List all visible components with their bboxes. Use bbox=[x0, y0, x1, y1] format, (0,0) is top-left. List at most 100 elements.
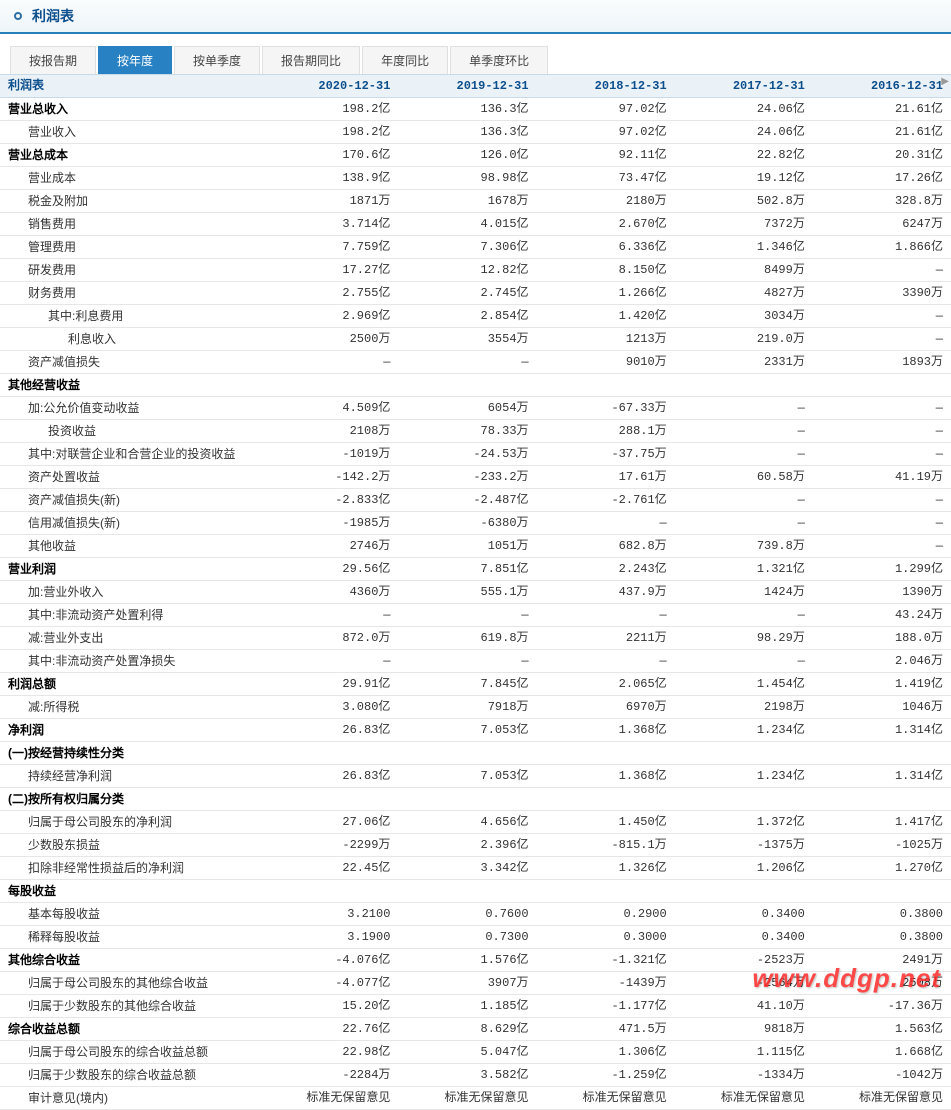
cell-value: -1.321亿 bbox=[537, 949, 675, 972]
tab-2[interactable]: 按单季度 bbox=[174, 46, 260, 74]
cell-value: 2.969亿 bbox=[260, 305, 398, 328]
table-row: 税金及附加1871万1678万2180万502.8万328.8万 bbox=[0, 190, 951, 213]
cell-value: 1893万 bbox=[813, 351, 951, 374]
row-label: 扣除非经常性损益后的净利润 bbox=[0, 857, 260, 880]
table-row: 营业总成本170.6亿126.0亿92.11亿22.82亿20.31亿 bbox=[0, 144, 951, 167]
cell-value: -1042万 bbox=[813, 1064, 951, 1087]
cell-value: 1.206亿 bbox=[675, 857, 813, 880]
cell-value: 1678万 bbox=[398, 190, 536, 213]
tab-1[interactable]: 按年度 bbox=[98, 46, 172, 74]
row-label: 加:公允价值变动收益 bbox=[0, 397, 260, 420]
cell-value: -1.177亿 bbox=[537, 995, 675, 1018]
cell-value: 7.759亿 bbox=[260, 236, 398, 259]
cell-value: 1424万 bbox=[675, 581, 813, 604]
cell-value: 126.0亿 bbox=[398, 144, 536, 167]
cell-value: 1.326亿 bbox=[537, 857, 675, 880]
cell-value: 288.1万 bbox=[537, 420, 675, 443]
cell-value: 1.115亿 bbox=[675, 1041, 813, 1064]
row-label: (二)按所有权归属分类 bbox=[0, 788, 260, 811]
row-label: 归属于少数股东的综合收益总额 bbox=[0, 1064, 260, 1087]
cell-value bbox=[675, 374, 813, 397]
cell-value: 7.851亿 bbox=[398, 558, 536, 581]
cell-value: 2.755亿 bbox=[260, 282, 398, 305]
row-label: 归属于母公司股东的其他综合收益 bbox=[0, 972, 260, 995]
cell-value: 22.45亿 bbox=[260, 857, 398, 880]
row-label: 营业利润 bbox=[0, 558, 260, 581]
table-row: 资产处置收益-142.2万-233.2万17.61万60.58万41.19万 bbox=[0, 466, 951, 489]
row-label: 其中:非流动资产处置净损失 bbox=[0, 650, 260, 673]
tab-4[interactable]: 年度同比 bbox=[362, 46, 448, 74]
cell-value: 619.8万 bbox=[398, 627, 536, 650]
cell-value: 1.368亿 bbox=[537, 765, 675, 788]
cell-value: — bbox=[675, 604, 813, 627]
row-label: 每股收益 bbox=[0, 880, 260, 903]
cell-value: — bbox=[675, 420, 813, 443]
table-row: 利润总额29.91亿7.845亿2.065亿1.454亿1.419亿 bbox=[0, 673, 951, 696]
cell-value: 1.576亿 bbox=[398, 949, 536, 972]
table-row: 归属于母公司股东的其他综合收益-4.077亿3907万-1439万-2564万2… bbox=[0, 972, 951, 995]
cell-value: -2284万 bbox=[260, 1064, 398, 1087]
cell-value: 0.3400 bbox=[675, 903, 813, 926]
row-label: 归属于少数股东的其他综合收益 bbox=[0, 995, 260, 1018]
cell-value: -17.36万 bbox=[813, 995, 951, 1018]
cell-value: 98.29万 bbox=[675, 627, 813, 650]
cell-value bbox=[813, 788, 951, 811]
cell-value: — bbox=[675, 443, 813, 466]
row-label: 资产减值损失 bbox=[0, 351, 260, 374]
cell-value: 0.3400 bbox=[675, 926, 813, 949]
cell-value: 8.150亿 bbox=[537, 259, 675, 282]
panel-header: 利润表 bbox=[0, 0, 951, 34]
cell-value: 8.629亿 bbox=[398, 1018, 536, 1041]
cell-value: 0.7600 bbox=[398, 903, 536, 926]
cell-value: 6247万 bbox=[813, 213, 951, 236]
cell-value: 2180万 bbox=[537, 190, 675, 213]
cell-value: 7.306亿 bbox=[398, 236, 536, 259]
tab-5[interactable]: 单季度环比 bbox=[450, 46, 548, 74]
cell-value: 97.02亿 bbox=[537, 121, 675, 144]
cell-value: -233.2万 bbox=[398, 466, 536, 489]
table-row: 归属于少数股东的综合收益总额-2284万3.582亿-1.259亿-1334万-… bbox=[0, 1064, 951, 1087]
cell-value: 0.3000 bbox=[537, 926, 675, 949]
cell-value: 29.56亿 bbox=[260, 558, 398, 581]
cell-value: 73.47亿 bbox=[537, 167, 675, 190]
cell-value: 标准无保留意见 bbox=[537, 1087, 675, 1110]
cell-value bbox=[260, 880, 398, 903]
cell-value bbox=[813, 880, 951, 903]
table-row: 投资收益2108万78.33万288.1万—— bbox=[0, 420, 951, 443]
cell-value: 17.26亿 bbox=[813, 167, 951, 190]
cell-value: 0.3800 bbox=[813, 926, 951, 949]
cell-value: 4360万 bbox=[260, 581, 398, 604]
cell-value: 29.91亿 bbox=[260, 673, 398, 696]
table-row: 其他收益2746万1051万682.8万739.8万— bbox=[0, 535, 951, 558]
cell-value: 3907万 bbox=[398, 972, 536, 995]
cell-value: — bbox=[813, 420, 951, 443]
cell-value: 2198万 bbox=[675, 696, 813, 719]
cell-value: 60.58万 bbox=[675, 466, 813, 489]
cell-value bbox=[675, 742, 813, 765]
cell-value: -2523万 bbox=[675, 949, 813, 972]
cell-value: 1390万 bbox=[813, 581, 951, 604]
cell-value: 22.76亿 bbox=[260, 1018, 398, 1041]
scroll-right-icon[interactable]: ▶ bbox=[941, 76, 949, 87]
tab-0[interactable]: 按报告期 bbox=[10, 46, 96, 74]
cell-value: 标准无保留意见 bbox=[260, 1087, 398, 1110]
cell-value: -1985万 bbox=[260, 512, 398, 535]
table-row: 信用减值损失(新)-1985万-6380万——— bbox=[0, 512, 951, 535]
cell-value: 3034万 bbox=[675, 305, 813, 328]
table-row: 其中:利息费用2.969亿2.854亿1.420亿3034万— bbox=[0, 305, 951, 328]
table-row: 减:所得税3.080亿7918万6970万2198万1046万 bbox=[0, 696, 951, 719]
cell-value: 1.234亿 bbox=[675, 719, 813, 742]
table-row: (一)按经营持续性分类 bbox=[0, 742, 951, 765]
cell-value: -2.761亿 bbox=[537, 489, 675, 512]
cell-value: 2331万 bbox=[675, 351, 813, 374]
tab-3[interactable]: 报告期同比 bbox=[262, 46, 360, 74]
cell-value: — bbox=[813, 512, 951, 535]
cell-value: 8499万 bbox=[675, 259, 813, 282]
cell-value: — bbox=[260, 604, 398, 627]
cell-value: 1.314亿 bbox=[813, 719, 951, 742]
cell-value: — bbox=[813, 489, 951, 512]
cell-value: 198.2亿 bbox=[260, 121, 398, 144]
cell-value: 1.299亿 bbox=[813, 558, 951, 581]
cell-value: 2508万 bbox=[813, 972, 951, 995]
cell-value: 2.046万 bbox=[813, 650, 951, 673]
